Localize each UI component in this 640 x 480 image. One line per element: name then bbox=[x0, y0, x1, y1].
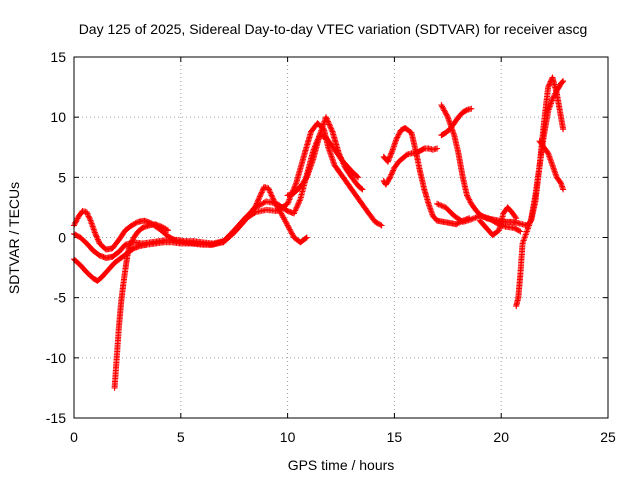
x-tick-label: 10 bbox=[280, 429, 296, 445]
series-trace-11 bbox=[476, 204, 520, 239]
series-trace-3 bbox=[71, 132, 362, 284]
y-tick-label: 15 bbox=[50, 49, 66, 65]
marker-trail bbox=[380, 125, 473, 228]
plot-border bbox=[73, 56, 609, 419]
series-trace-10 bbox=[434, 200, 524, 235]
x-tick-label: 20 bbox=[493, 429, 509, 445]
x-tick-label: 15 bbox=[387, 429, 403, 445]
y-tick-label: -10 bbox=[46, 350, 66, 366]
marker-trail bbox=[536, 138, 567, 193]
series-trace-12 bbox=[513, 78, 567, 310]
y-axis-label: SDTVAR / TECUs bbox=[6, 182, 22, 294]
grid-lines bbox=[74, 57, 608, 418]
data-points bbox=[71, 74, 567, 391]
series-trace-13 bbox=[536, 138, 567, 193]
series-trace-5 bbox=[284, 114, 366, 199]
chart-title: Day 125 of 2025, Sidereal Day-to-day VTE… bbox=[79, 21, 588, 37]
marker-trail bbox=[111, 221, 171, 391]
x-tick-label: 5 bbox=[177, 429, 185, 445]
marker-trail bbox=[434, 200, 524, 235]
x-axis-label: GPS time / hours bbox=[288, 457, 395, 473]
y-tick-label: -15 bbox=[46, 410, 66, 426]
y-tick-label: 0 bbox=[58, 230, 66, 246]
marker-trail bbox=[513, 78, 567, 310]
marker-trail bbox=[71, 132, 362, 284]
series-trace-4 bbox=[111, 221, 171, 391]
y-tick-label: 5 bbox=[58, 169, 66, 185]
x-tick-label: 25 bbox=[600, 429, 616, 445]
y-tick-label: -5 bbox=[54, 290, 67, 306]
x-tick-label: 0 bbox=[70, 429, 78, 445]
y-tick-label: 10 bbox=[50, 109, 66, 125]
series-trace-7 bbox=[380, 125, 473, 228]
axis-ticks: 0 5 10 15 20 25 -15 -10 -5 0 5 10 15 bbox=[46, 49, 616, 445]
marker-trail bbox=[476, 204, 520, 239]
marker-trail bbox=[284, 114, 366, 199]
